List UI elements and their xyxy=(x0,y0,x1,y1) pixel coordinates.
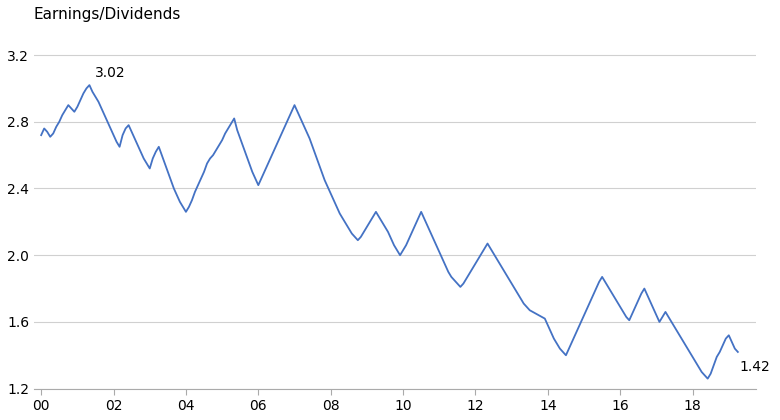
Text: Earnings/Dividends: Earnings/Dividends xyxy=(34,7,181,22)
Text: 1.42: 1.42 xyxy=(739,360,771,374)
Text: 3.02: 3.02 xyxy=(95,66,126,80)
